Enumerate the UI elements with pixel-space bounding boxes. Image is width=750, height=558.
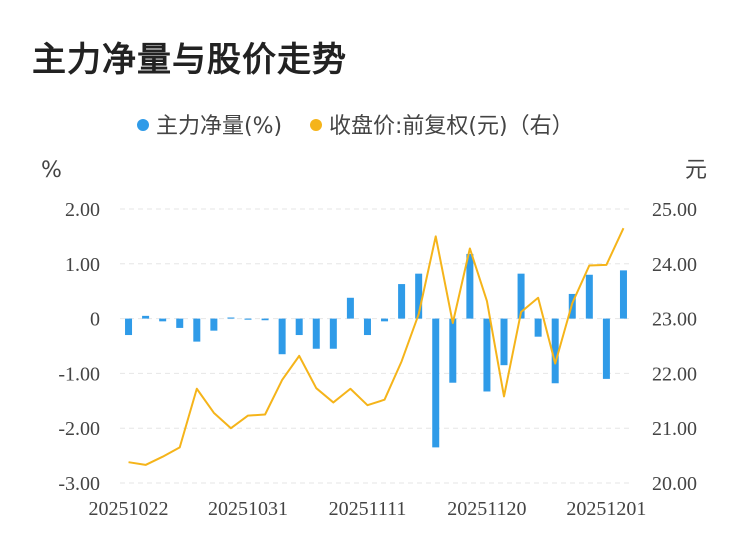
right-tick-label: 25.00 xyxy=(652,199,697,221)
bar xyxy=(363,318,371,336)
chart-title: 主力净量与股价走势 xyxy=(32,40,347,80)
bar xyxy=(261,318,269,321)
bar xyxy=(602,318,610,379)
bar xyxy=(244,318,252,320)
legend-label: 主力净量(%) xyxy=(156,114,282,139)
bar xyxy=(415,273,423,319)
bar xyxy=(551,318,559,384)
left-tick-label: -3.00 xyxy=(58,473,100,495)
left-tick-label: 0 xyxy=(90,309,100,331)
legend-marker xyxy=(137,119,149,131)
bar xyxy=(159,318,167,322)
right-tick-label: 22.00 xyxy=(652,363,697,385)
bar xyxy=(483,318,491,392)
bar xyxy=(449,318,457,383)
bar xyxy=(398,284,406,319)
right-axis-unit: 元 xyxy=(685,158,707,183)
bar xyxy=(125,318,133,336)
x-tick-label: 20251031 xyxy=(208,498,288,520)
left-tick-label: -1.00 xyxy=(58,363,100,385)
bar xyxy=(500,318,508,366)
bar xyxy=(466,253,474,319)
x-tick-label: 20251111 xyxy=(329,498,407,520)
bar xyxy=(329,318,337,349)
left-tick-label: 2.00 xyxy=(65,199,100,221)
bar xyxy=(346,297,354,319)
bar xyxy=(312,318,320,349)
right-tick-label: 24.00 xyxy=(652,254,697,276)
right-tick-label: 20.00 xyxy=(652,473,697,495)
bar xyxy=(227,317,235,319)
bar xyxy=(142,315,150,319)
left-tick-label: 1.00 xyxy=(65,254,100,276)
bar xyxy=(619,270,627,319)
bar xyxy=(381,318,389,322)
legend-label: 收盘价:前复权(元)（右） xyxy=(329,114,574,139)
bar xyxy=(432,318,440,448)
x-tick-label: 20251120 xyxy=(447,498,526,520)
bar xyxy=(176,318,184,328)
bar xyxy=(278,318,286,355)
right-tick-label: 23.00 xyxy=(652,309,697,331)
bar xyxy=(193,318,201,342)
left-tick-label: -2.00 xyxy=(58,418,100,440)
legend-marker xyxy=(310,119,322,131)
price-line xyxy=(128,227,625,466)
x-tick-label: 20251201 xyxy=(566,498,646,520)
bar xyxy=(295,318,303,336)
right-tick-label: 21.00 xyxy=(652,418,697,440)
bar xyxy=(585,274,593,319)
left-axis-unit: % xyxy=(41,158,62,183)
x-tick-label: 20251022 xyxy=(89,498,169,520)
bar xyxy=(210,318,218,331)
bar xyxy=(517,273,525,319)
bar xyxy=(534,318,542,337)
